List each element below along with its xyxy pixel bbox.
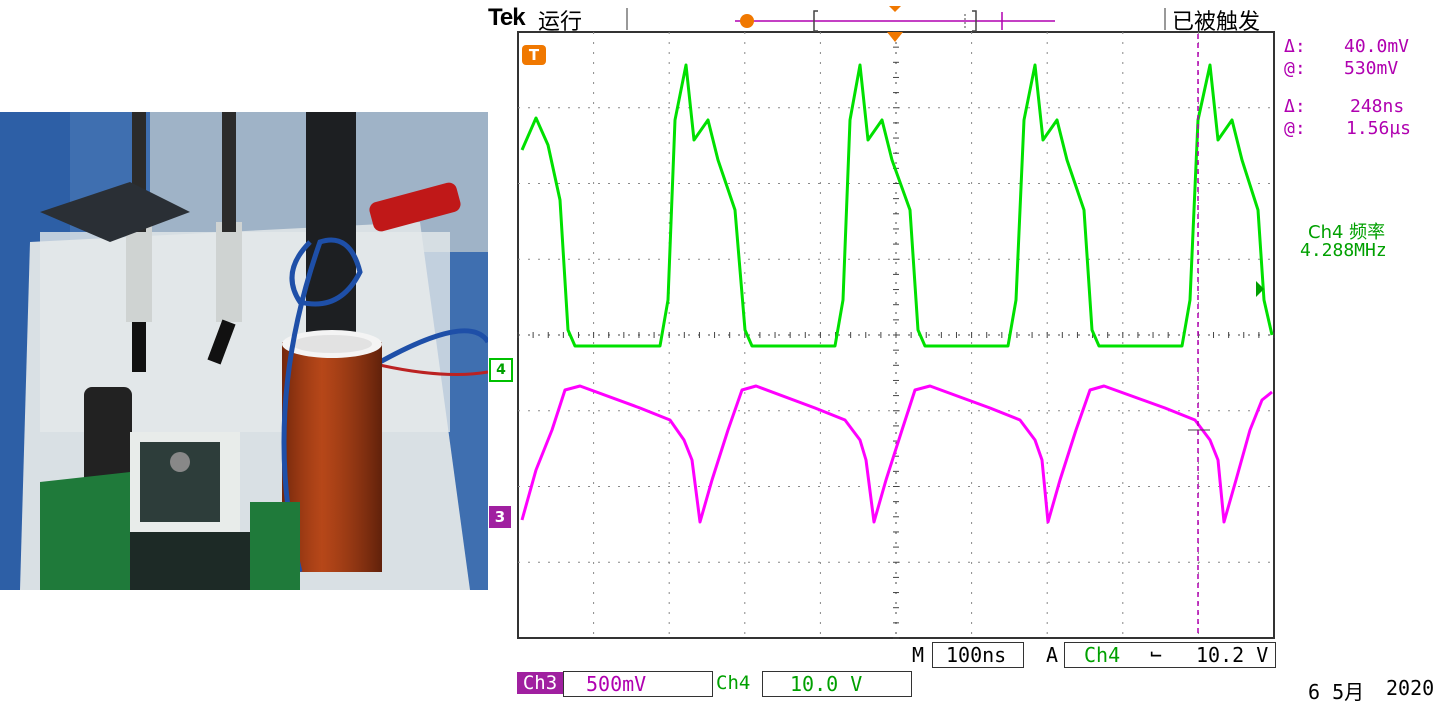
cursor-t-at: 1.56µs: [1346, 118, 1412, 139]
measurement-label: Ch4 频率: [1308, 222, 1386, 243]
falling-edge-icon: ⌐: [1150, 643, 1163, 667]
ch4-waveform: [520, 63, 1274, 348]
trigger-position-icon: [740, 14, 754, 28]
ch4-label: Ch4: [716, 672, 751, 694]
cursor-t-at-label: @:: [1284, 118, 1306, 139]
ch4-ground-marker: 4: [489, 358, 513, 382]
ch3-ground-marker: 3: [489, 506, 511, 528]
brand-logo: Tek: [488, 4, 526, 31]
trigger-level-arrow: [1256, 281, 1264, 297]
ch3-scale: 500mV: [586, 672, 647, 696]
ch4-scale: 10.0 V: [790, 672, 863, 696]
trigger-mode: A: [1046, 643, 1059, 667]
date-year: 2020: [1386, 676, 1435, 700]
cursor-t-delta: 248ns: [1350, 96, 1405, 117]
record-bracket-right: [972, 10, 977, 32]
cursor-v-at-label: @:: [1284, 58, 1306, 79]
trigger-level: 10.2 V: [1196, 643, 1269, 667]
timebase-m-label: M: [912, 643, 925, 667]
date-day-month: 6 5月: [1308, 680, 1365, 704]
graticule-grid: [517, 31, 1275, 639]
timebase-value: 100ns: [946, 643, 1007, 667]
measurement-value: 4.288MHz: [1300, 240, 1387, 261]
run-state: 运行: [538, 10, 583, 35]
ch4-scale-box: [762, 671, 912, 697]
timebase-box: [932, 642, 1024, 668]
cursor-v-delta: 40.0mV: [1344, 36, 1410, 57]
trigger-box: [1064, 642, 1276, 668]
cursor-t-delta-label: Δ:: [1284, 96, 1306, 117]
cursor-v-at: 530mV: [1344, 58, 1399, 79]
trigger-source: Ch4: [1084, 643, 1121, 667]
trigger-time-marker: [887, 32, 903, 42]
ch3-scale-box: [563, 671, 713, 697]
trigger-t-marker: T: [522, 45, 546, 65]
cursor-v-delta-label: Δ:: [1284, 36, 1306, 57]
ch3-label: Ch3: [517, 672, 563, 694]
setup-photo: [0, 112, 488, 590]
record-bracket-left: [813, 10, 818, 32]
ch3-waveform: [520, 384, 1273, 524]
trigger-point-top-icon: [889, 6, 901, 12]
trigger-status: 已被触发: [1172, 10, 1261, 35]
